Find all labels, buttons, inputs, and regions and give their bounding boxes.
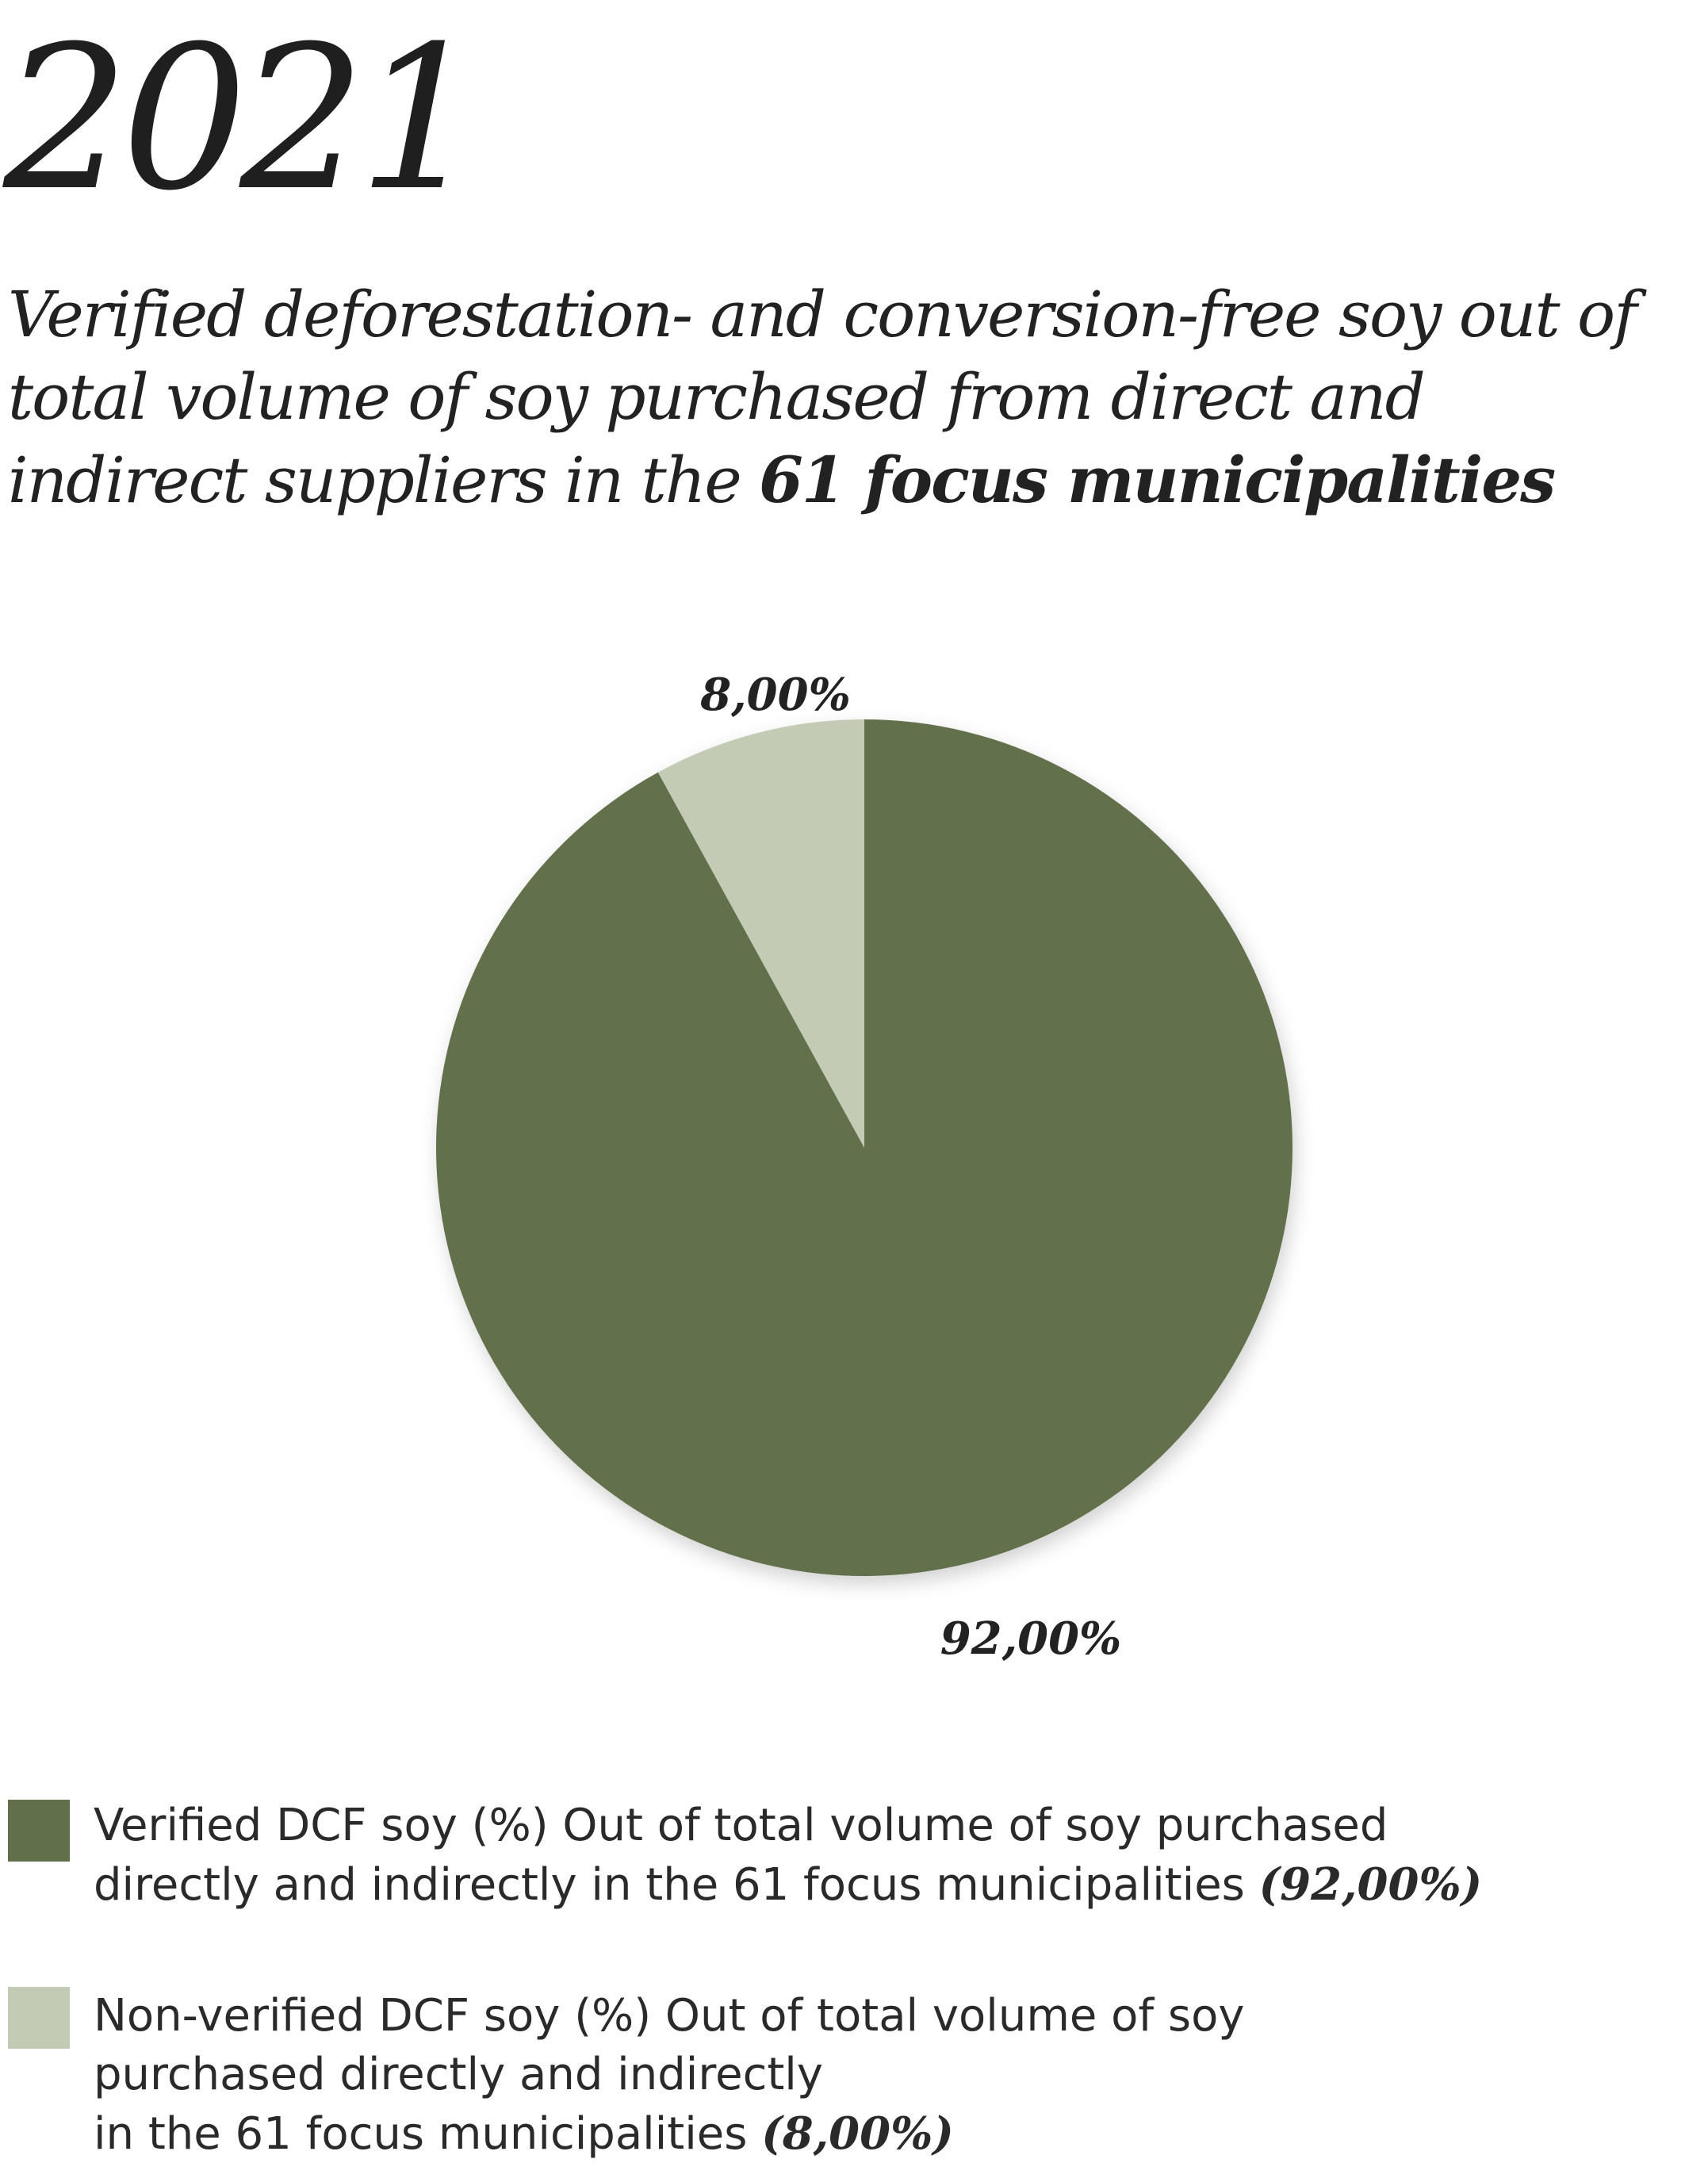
legend-verified-value: (92,00%) (1258, 1858, 1483, 1911)
legend-item-nonverified: Non-verified DCF soy (%) Out of total vo… (8, 1987, 1689, 2169)
legend-label-verified: Verified DCF soy (%) Out of total volume… (94, 1797, 1679, 1915)
legend-nonverified-line2: purchased directly and indirectly (94, 2049, 824, 2100)
legend-nonverified-line3-text: in the 61 focus municipalities (94, 2108, 762, 2160)
legend-swatch-nonverified (8, 1987, 70, 2049)
legend-verified-line2-text: directly and indirectly in the 61 focus … (94, 1859, 1259, 1911)
legend-verified-line1: Verified DCF soy (%) Out of total volume… (94, 1800, 1388, 1851)
pie-labels: 92,00% 8,00% (699, 669, 1121, 1665)
year-heading: 2021 (3, 3, 484, 234)
legend-nonverified-line3: in the 61 focus municipalities (8,00%) (94, 2104, 1679, 2164)
chart-title-text: Verified deforestation- and conversion-f… (8, 278, 1637, 517)
pie-label-nonverified: 8,00% (699, 669, 851, 721)
legend-label-nonverified: Non-verified DCF soy (%) Out of total vo… (94, 1987, 1679, 2164)
pie-slice-nonverified (657, 719, 864, 1148)
legend-verified-line2: directly and indirectly in the 61 focus … (94, 1855, 1679, 1915)
legend-nonverified-line1: Non-verified DCF soy (%) Out of total vo… (94, 1990, 1245, 2042)
pie-label-verified: 92,00% (940, 1613, 1122, 1665)
legend-swatch-verified (8, 1800, 70, 1862)
chart-title: Verified deforestation- and conversion-f… (8, 274, 1673, 522)
chart-title-emphasis: 61 focus municipalities (759, 443, 1556, 517)
legend-item-verified: Verified DCF soy (%) Out of total volume… (8, 1797, 1689, 1923)
pie-slices (435, 719, 1293, 1576)
legend-nonverified-value: (8,00%) (761, 2107, 954, 2160)
